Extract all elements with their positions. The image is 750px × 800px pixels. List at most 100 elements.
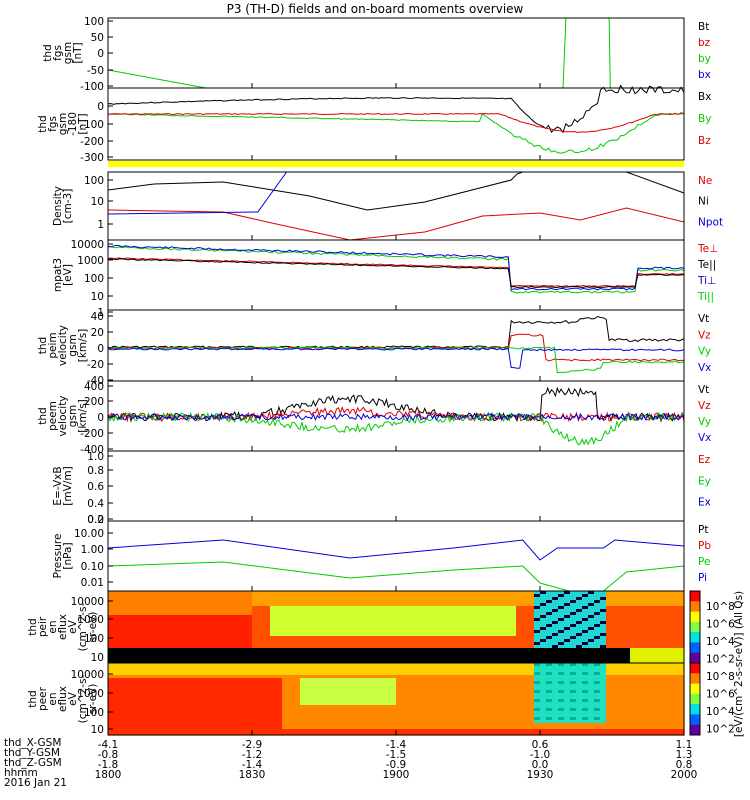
electron-spectrogram [108,663,685,736]
ytick-label-peem-velocity: -400 [80,444,104,456]
ytick-label-peem-velocity: -200 [80,428,104,440]
ylabel-line: peem [47,401,59,431]
ytick-label-peim-velocity: 40 [91,311,104,323]
by-line [107,111,685,154]
teperp-line [107,257,685,288]
ytick-label-peir-spectrogram: 10000 [71,596,104,608]
footer-value: -0.9 [386,759,407,771]
legend-peem-velocity: Vx [698,432,711,444]
colorbar-tick: 10^4 [706,706,735,718]
ne-line [107,207,685,241]
ylabel-line: [nT] [72,42,84,63]
ylabel-line: Density [52,186,64,226]
ytick-label-peir-spectrogram: 10 [91,652,104,664]
ni-line [107,171,685,211]
footer-value: -0.8 [98,749,119,761]
colorbar-tick: 10^2 [706,654,735,666]
colorbar-tick: 10^6 [706,619,735,631]
ylabel-line: peir [37,616,49,637]
ylabel-line: E=-VxB [52,466,64,505]
ytick-label-fgs-gsm: -100 [80,81,104,93]
ytick-label-peim-velocity: -40 [87,375,104,387]
footer-value: -2.9 [242,739,263,751]
footer-value: -1.8 [98,759,119,771]
legend-peem-velocity: Vz [698,400,711,412]
ylabel-line: Pressure [52,534,64,579]
ylabel-line: [km/s] [77,399,89,433]
ytick-label-peem-velocity: 400 [84,381,104,393]
legend-density: Ne [698,175,712,187]
ytick-label-peir-spectrogram: 1000 [77,614,104,626]
ytick-label-efield: 0.0 [87,514,104,526]
vy-line-i [107,346,685,374]
legend-peem-velocity: Vy [698,416,711,428]
footer-value: 1800 [95,769,122,781]
ytick-label-peer-spectrogram: 100 [84,707,104,719]
ylabel-line: peer [37,686,49,711]
legend-efield: Ez [698,454,711,466]
ytick-label-efield: 0.4 [87,498,104,510]
ylabel-efield: E=-VxB[mV/m] [52,466,74,505]
ylabel-line: [nPa] [62,542,74,569]
ylabel-line: eflux [57,614,69,640]
footer-labels: thd_X-GSM thd_Y-GSM thd_Z-GSM hhmm 2016 … [4,738,67,789]
ylabel-line: [km/s] [77,329,89,363]
ylabel-line: [cm-3] [62,189,74,224]
ytick-label-peem-velocity: 200 [84,396,104,408]
ytick-label-temperature: 10000 [71,239,104,251]
panel-frame-efield [107,450,685,522]
ytick-label-pressure: 0.10 [81,561,104,573]
footer-hhmm-label: hhmm [4,767,38,779]
footer-value: 1.3 [676,749,693,761]
legend-fgs-gsm-180: Bx [698,91,711,103]
legend-fgs-gsm: by [698,53,711,65]
vx-line-e [107,412,685,422]
ylabel-line: sr-eV) [87,612,99,643]
legend-fgs-gsm: bz [698,37,711,49]
ytick-label-peem-velocity: 0 [97,412,104,424]
ylabel-line: eflux [57,686,69,712]
ytick-label-fgs-gsm: 50 [91,32,104,44]
ytick-label-efield: 0.2 [87,514,104,526]
ylabel-line: gsm [67,405,79,427]
legend-pressure: Pb [698,540,711,552]
legend-fgs-gsm-180: By [698,113,711,125]
ylabel-line: fgs [52,45,64,61]
ytick-label-peir-spectrogram: 100 [84,633,104,645]
footer-value: -1.2 [242,749,263,761]
ylabel-line: eV [67,691,79,705]
legend-pressure: Pi [698,572,707,584]
ytick-label-efield: 0.6 [87,481,104,493]
ytick-label-peim-velocity: 20 [91,327,104,339]
tiperp-line [107,244,685,291]
tipar-line [107,246,685,294]
legend-temperature: Ti|| [697,291,714,303]
footer-value: 2000 [671,769,698,781]
ylabel-line: thd [42,44,54,61]
ytick-label-peer-spectrogram: 10 [91,724,104,736]
ytick-label-temperature: 1000 [77,255,104,267]
ytick-label-fgs-gsm: -50 [87,65,104,77]
bz-line [107,112,684,133]
ylabel-line: (cm^2-s- [77,602,89,651]
legend-fgs-gsm: Bt [698,21,709,33]
vy-line-e [107,411,685,446]
legend-efield: Ey [698,475,711,487]
ytick-label-peim-velocity: 0 [97,343,104,355]
ylabel-line: velocity [57,395,69,436]
ylabel-line: mpat3 [52,258,64,292]
ylabel-line: gsm [62,42,74,64]
footer-value: -1.4 [242,759,263,771]
legend-fgs-gsm-180: Bz [698,135,711,147]
ylabel-line: [nT] [77,113,89,134]
legend-peim-velocity: Vt [698,313,709,325]
ytick-label-fgs-gsm-180: 0 [97,101,104,113]
legend-peim-velocity: Vx [698,362,711,374]
ylabel-line: (cm^2-s- [77,674,89,723]
legend-temperature: Ti⊥ [697,275,716,287]
ylabel-line: [mV/m] [62,466,74,505]
footer-value: 0.8 [676,759,693,771]
legend-peem-velocity: Vt [698,384,709,396]
